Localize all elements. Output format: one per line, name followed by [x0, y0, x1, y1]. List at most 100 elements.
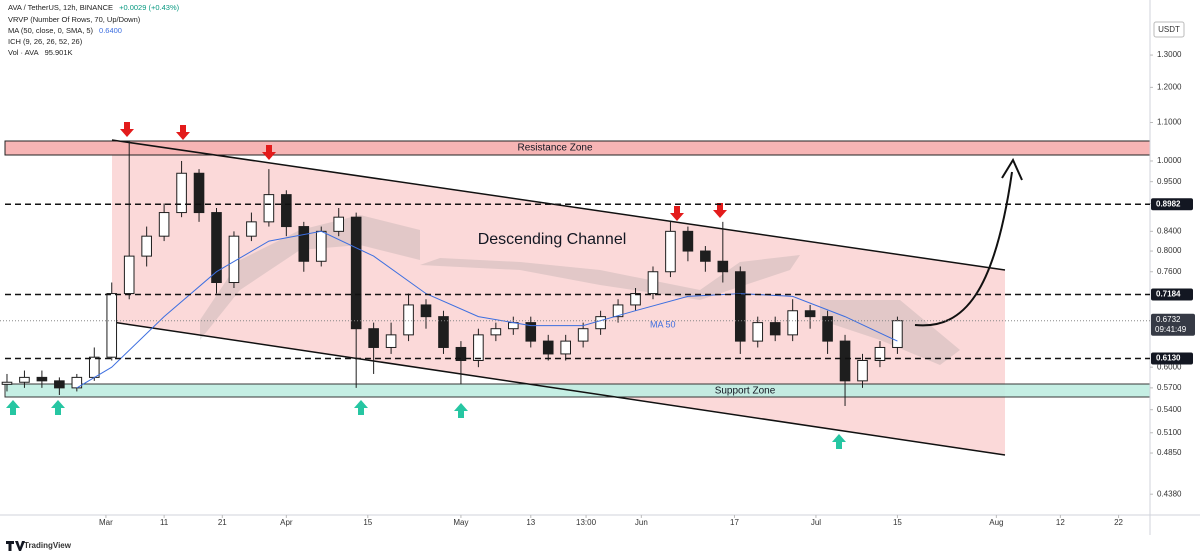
y-tick-label: 0.4380 [1157, 489, 1182, 498]
x-tick-label: Mar [99, 518, 113, 527]
candle-body [193, 172, 205, 214]
down-arrow [176, 125, 190, 140]
up-arrow [832, 434, 846, 449]
candle-body [1, 381, 13, 385]
support-label: Support Zone [715, 386, 776, 397]
candle-body [228, 235, 240, 284]
level-badge [1151, 288, 1193, 301]
candle-body [106, 293, 118, 358]
x-tick-label: Apr [280, 518, 293, 527]
candle-body [88, 356, 100, 378]
last-price-badge [1151, 313, 1195, 336]
candle-body [211, 212, 222, 284]
legend-text: ICH (9, 26, 26, 52, 26) [8, 37, 83, 46]
y-tick-label: 0.9500 [1157, 177, 1182, 186]
candle-body [263, 194, 275, 223]
legend-text: VRVP (Number Of Rows, 70, Up/Down) [8, 15, 141, 24]
x-tick-label: 21 [218, 518, 227, 527]
candle-body [769, 322, 781, 336]
candle-body [665, 230, 676, 273]
candle-body [350, 216, 362, 330]
cloud [420, 255, 800, 300]
x-tick-label: 17 [730, 518, 739, 527]
candle-body [717, 260, 729, 273]
candle-body [839, 340, 851, 382]
level-badge [1151, 352, 1193, 365]
candle-body [176, 172, 187, 214]
cloud [200, 215, 420, 340]
brand: TradingView [24, 541, 72, 550]
candle-body [892, 320, 903, 348]
y-tick-label: 1.1000 [1157, 118, 1182, 127]
x-tick-label: Jul [811, 518, 821, 527]
candle-body [368, 328, 379, 348]
y-tick-label: 0.8400 [1157, 226, 1182, 235]
candle-body [36, 376, 48, 382]
candle-body [804, 310, 816, 318]
candle-body [19, 376, 30, 383]
candle-body [298, 226, 310, 262]
x-tick-label: 13:00 [576, 518, 597, 527]
candle-body [333, 216, 345, 232]
cloud [820, 300, 960, 365]
candle-body [874, 346, 886, 361]
candle-body [630, 293, 641, 306]
candle-body [822, 316, 833, 342]
candle-body [752, 322, 764, 342]
candle-body [141, 235, 152, 257]
candle-body [787, 310, 798, 336]
candle-body [577, 328, 589, 342]
y-tick-label: 0.5100 [1157, 428, 1182, 437]
candle-body [560, 340, 571, 355]
plot: MA 50 [1, 141, 903, 406]
x-tick-label: 13 [526, 518, 535, 527]
y-tick-label: 0.5700 [1157, 383, 1182, 392]
currency: USDT [1158, 25, 1180, 34]
candle-body [385, 334, 397, 348]
last-price-label: 0.6732 [1156, 315, 1181, 324]
candle-body [542, 340, 554, 355]
legend-text: Vol · AVA [8, 48, 39, 57]
resistance-label: Resistance Zone [517, 143, 592, 154]
brand-logo [6, 541, 25, 551]
candle-body [473, 334, 484, 361]
x-tick-label: May [453, 518, 468, 527]
red-arrows [120, 122, 727, 221]
x-tick-label: 15 [893, 518, 902, 527]
down-arrow [262, 145, 276, 160]
candle-body [123, 255, 135, 295]
x-tick-label: Aug [989, 518, 1003, 527]
ma-label: MA 50 [650, 319, 676, 329]
x-tick-label: 11 [160, 518, 169, 527]
y-tick-label: 0.7600 [1157, 267, 1182, 276]
candle-body [490, 328, 502, 336]
candle-body [420, 304, 432, 318]
countdown: 09:41:49 [1155, 325, 1187, 334]
x-tick-label: 12 [1056, 518, 1065, 527]
candle-body [281, 194, 292, 228]
green-arrows [6, 400, 846, 449]
legend-text: AVA / TetherUS, 12h, BINANCE [8, 3, 113, 12]
down-arrow [713, 203, 727, 218]
candle-body [612, 304, 624, 318]
legend-value: +0.0029 (+0.43%) [119, 3, 180, 12]
candle-body [403, 304, 414, 336]
legend-value: 95.901K [45, 48, 73, 57]
y-tick-label: 0.4850 [1157, 448, 1182, 457]
up-arrow [454, 403, 468, 418]
level-badge [1151, 198, 1193, 211]
candle-body [438, 316, 449, 348]
level-label: 0.8982 [1156, 199, 1181, 208]
candle-body [455, 346, 467, 361]
forecast-arrow-head [1001, 157, 1023, 181]
y-tick-label: 0.6000 [1157, 362, 1182, 371]
currency-box [1153, 21, 1185, 38]
y-tick-label: 1.3000 [1157, 50, 1182, 59]
candle-body [158, 212, 170, 237]
y-tick-label: 1.2000 [1157, 82, 1182, 91]
candle-body [54, 380, 65, 389]
x-tick-label: 22 [1114, 518, 1123, 527]
legend-value: 0.6400 [99, 26, 122, 35]
down-arrow [670, 206, 684, 221]
